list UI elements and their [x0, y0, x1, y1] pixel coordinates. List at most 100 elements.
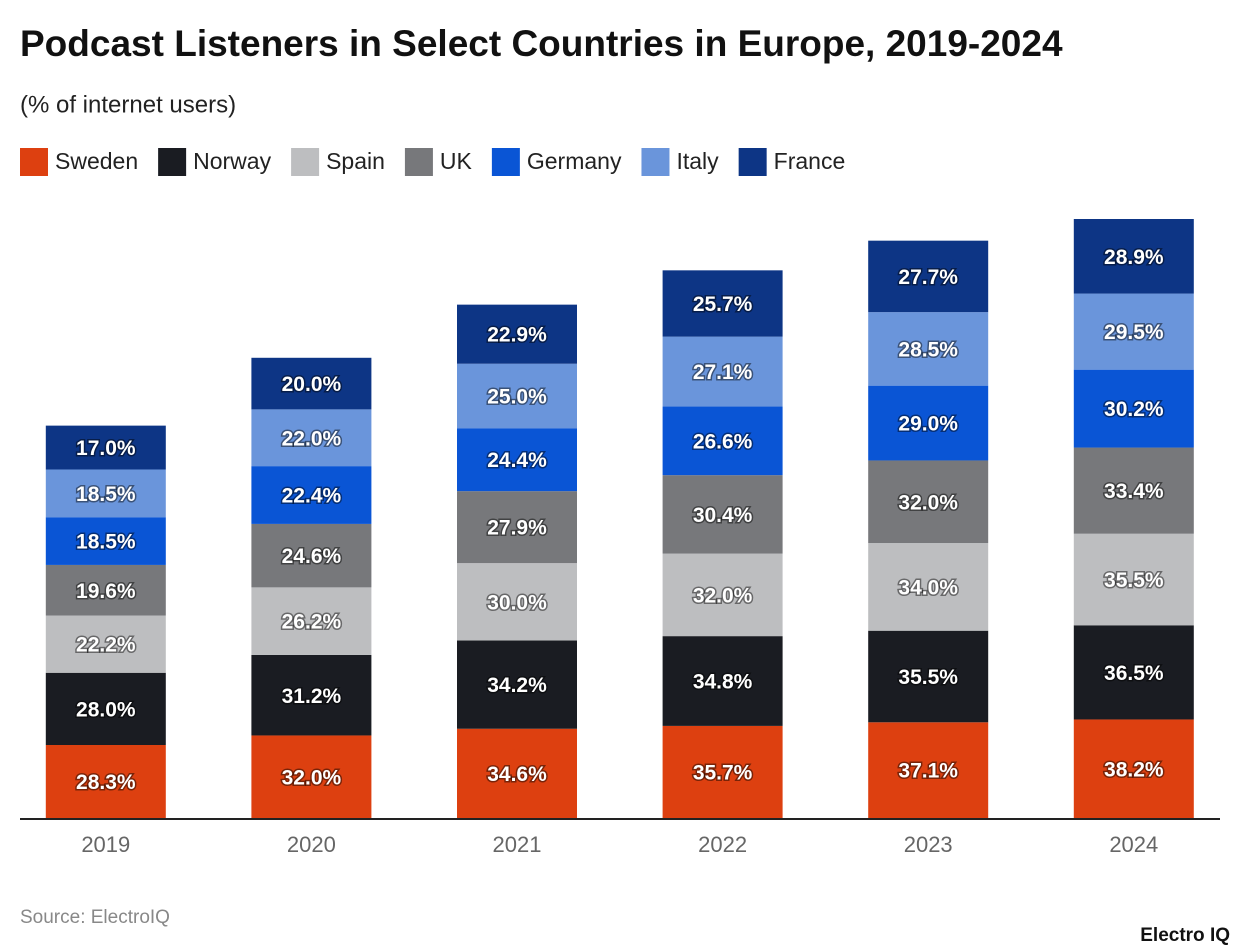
x-tick-label: 2022 [698, 832, 747, 857]
value-label: 22.4% [282, 485, 342, 508]
x-tick-label: 2024 [1109, 832, 1158, 857]
bar-segment [251, 357, 372, 410]
bar-segment [1073, 369, 1194, 448]
value-label: 28.3% [76, 771, 136, 794]
value-label: 27.7% [898, 266, 958, 289]
brand: Electro IQ [1140, 925, 1230, 946]
value-label: 25.0% [487, 386, 547, 409]
bar-segment [868, 460, 989, 544]
value-label: 37.1% [898, 760, 958, 783]
bar-segment [45, 564, 166, 616]
legend-swatch [641, 148, 670, 176]
bar-segment [868, 240, 989, 313]
legend-label: Sweden [55, 148, 138, 174]
legend-swatch [20, 148, 48, 176]
value-label: 28.0% [76, 698, 136, 721]
bar-segment [45, 469, 166, 518]
legend-swatch [491, 148, 520, 176]
chart-title: Podcast Listeners in Select Countries in… [20, 23, 1063, 64]
value-label: 26.6% [693, 430, 753, 453]
legend-swatch [404, 148, 433, 176]
value-label: 34.8% [693, 671, 753, 694]
x-tick-label: 2019 [81, 832, 130, 857]
bar-segment [868, 385, 989, 461]
value-label: 22.2% [76, 634, 136, 657]
value-label: 35.5% [1104, 569, 1164, 592]
legend-label: UK [440, 148, 473, 174]
value-label: 34.6% [487, 763, 547, 786]
bar-segment [868, 722, 989, 818]
bar-segment [1073, 293, 1194, 370]
value-label: 28.5% [898, 338, 958, 361]
x-tick-label: 2023 [904, 832, 953, 857]
bar-segment [662, 725, 783, 818]
legend-swatch [291, 148, 320, 176]
value-label: 36.5% [1104, 662, 1164, 685]
bar-segment [457, 363, 577, 429]
value-label: 20.0% [282, 373, 342, 396]
value-label: 22.9% [487, 324, 547, 347]
chart-subtitle: (% of internet users) [20, 91, 236, 118]
bar-segment [457, 640, 577, 729]
value-label: 34.2% [487, 674, 547, 697]
bar-segment [251, 409, 372, 467]
source: Source: ElectroIQ [20, 907, 170, 928]
value-label: 19.6% [76, 580, 136, 603]
value-label: 32.0% [282, 766, 342, 789]
bar-segment [1073, 447, 1194, 534]
bar-segment [45, 672, 166, 745]
x-tick-label: 2021 [493, 832, 542, 857]
bar-segment [662, 636, 783, 726]
bar-segment [1073, 625, 1194, 720]
value-label: 25.7% [693, 293, 753, 316]
legend-label: Norway [193, 148, 271, 174]
value-label: 18.5% [76, 483, 136, 506]
value-label: 17.0% [76, 437, 136, 460]
value-label: 30.0% [487, 591, 547, 614]
bar-segment [251, 587, 372, 655]
bar-segment [868, 543, 989, 631]
value-label: 34.0% [898, 576, 958, 599]
legend-label: Italy [676, 148, 719, 174]
legend-swatch [738, 148, 767, 176]
value-label: 27.1% [693, 361, 753, 384]
value-label: 35.7% [693, 761, 753, 784]
legend-label: Spain [326, 148, 385, 174]
legend-label: Germany [527, 148, 622, 174]
value-label: 24.4% [487, 449, 547, 472]
bar-segment [662, 475, 783, 554]
bar-segment [45, 517, 166, 565]
value-label: 22.0% [282, 427, 342, 450]
bar-segment [251, 654, 372, 736]
value-label: 31.2% [282, 685, 342, 708]
bar-segment [662, 336, 783, 407]
value-label: 33.4% [1104, 480, 1164, 503]
bar-segment [1073, 533, 1194, 626]
bar-segment [251, 523, 372, 588]
bar-segment [662, 553, 783, 637]
value-label: 38.2% [1104, 758, 1164, 781]
bar-segment [457, 563, 577, 641]
value-label: 30.4% [693, 504, 753, 527]
bar-segment [457, 491, 577, 564]
value-label: 30.2% [1104, 398, 1164, 421]
bar-segment [1073, 719, 1194, 818]
value-label: 32.0% [898, 491, 958, 514]
bar-segment [662, 270, 783, 337]
bar-segment [868, 630, 989, 723]
bar-segment [251, 466, 372, 524]
value-label: 35.5% [898, 666, 958, 689]
legend-label: France [774, 148, 846, 174]
bar-segment [868, 312, 989, 386]
value-label: 29.5% [1104, 321, 1164, 344]
value-label: 18.5% [76, 531, 136, 554]
legend-swatch [158, 148, 187, 176]
bar-segment [1073, 219, 1194, 294]
value-label: 32.0% [693, 584, 753, 607]
bar-segment [662, 406, 783, 476]
bar-segment [45, 615, 166, 673]
x-tick-label: 2020 [287, 832, 336, 857]
value-label: 24.6% [282, 545, 342, 568]
